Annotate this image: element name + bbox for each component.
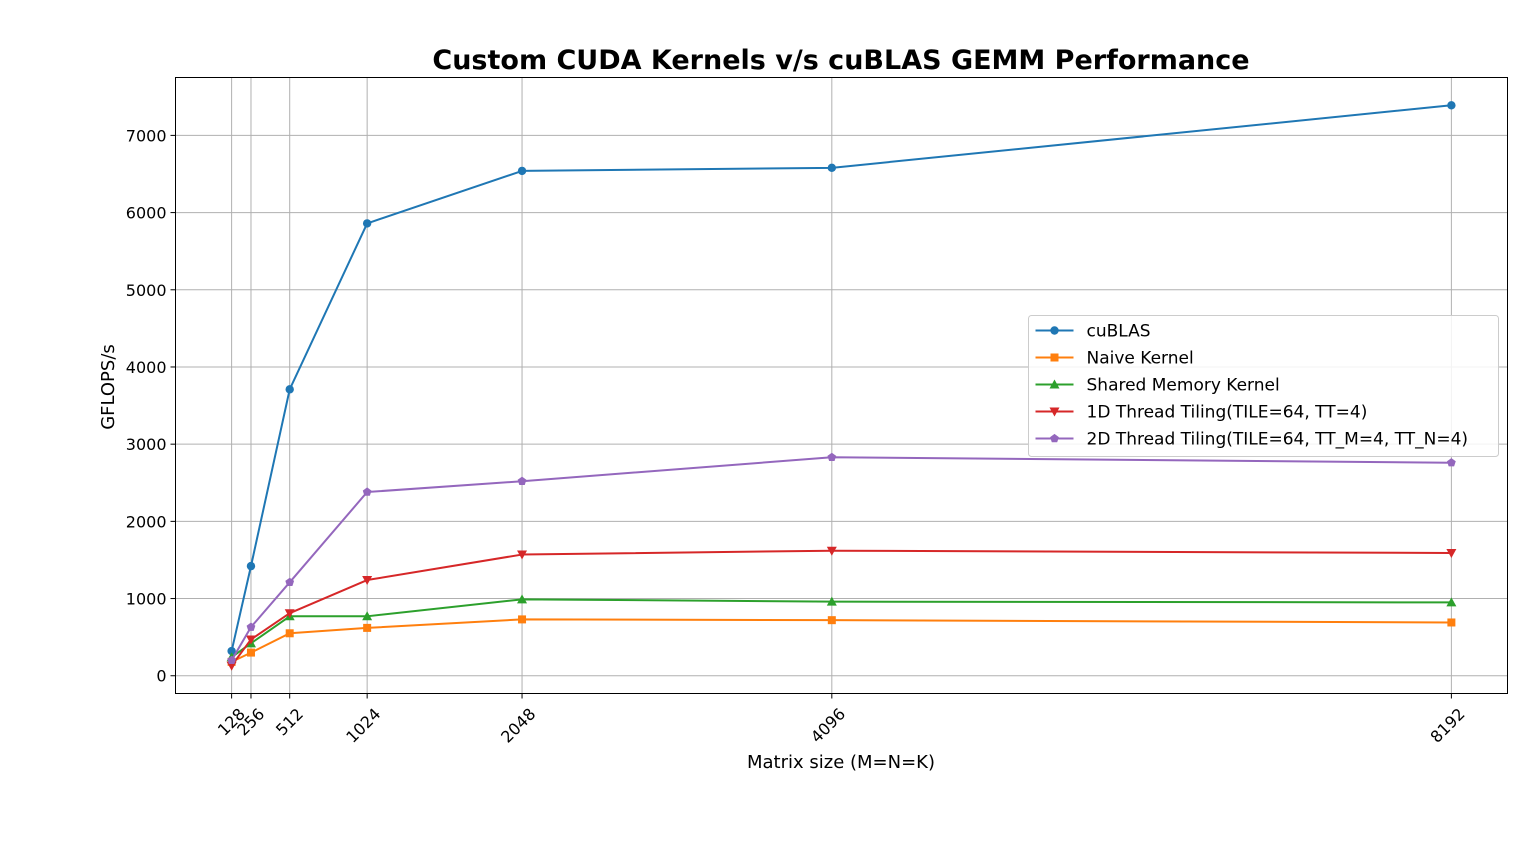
legend-label: 2D Thread Tiling(TILE=64, TT_M=4, TT_N=4…: [1087, 430, 1469, 450]
legend-item: 1D Thread Tiling(TILE=64, TT=4): [1035, 403, 1368, 423]
legend-label: 1D Thread Tiling(TILE=64, TT=4): [1087, 403, 1368, 423]
data-point: [245, 635, 256, 645]
x-axis-label: Matrix size (M=N=K): [747, 752, 935, 773]
series-group: [226, 101, 1457, 671]
y-tick-label: 6000: [126, 204, 167, 223]
legend-item: Shared Memory Kernel: [1035, 376, 1280, 396]
y-tick-label: 1000: [126, 590, 167, 609]
x-tick-label: 8192: [1426, 704, 1468, 746]
data-point: [246, 622, 256, 631]
data-point: [827, 616, 836, 625]
y-tick-label: 7000: [126, 126, 167, 145]
data-point: [284, 609, 295, 619]
data-point: [517, 594, 528, 604]
data-point: [227, 646, 236, 656]
y-tick-label: 3000: [126, 435, 167, 454]
legend-marker: [1050, 433, 1059, 443]
series-line: [230, 456, 1452, 661]
data-point: [362, 219, 372, 228]
data-point: [1447, 618, 1456, 627]
data-point: [285, 385, 294, 394]
series-3: [226, 546, 1457, 671]
data-point: [517, 166, 527, 176]
data-point: [1446, 597, 1457, 607]
data-point: [1446, 549, 1457, 559]
data-point: [827, 452, 837, 462]
series-line: [230, 549, 1452, 667]
series-line: [231, 598, 1452, 659]
legend-label: cuBLAS: [1087, 322, 1151, 342]
legend-label: Naive Kernel: [1087, 349, 1194, 369]
x-tick-label: 4096: [807, 704, 849, 746]
y-tick-label: 5000: [126, 281, 167, 300]
data-point: [363, 623, 372, 632]
plot-frame: [175, 77, 1508, 694]
data-point: [227, 655, 236, 665]
data-point: [246, 648, 255, 657]
data-point: [518, 615, 527, 624]
data-point: [362, 611, 373, 621]
data-point: [517, 476, 527, 485]
x-tick-label: 1024: [342, 704, 384, 746]
series-2: [226, 594, 1457, 662]
legend-item: cuBLAS: [1035, 322, 1151, 342]
data-point: [826, 546, 837, 556]
y-axis-label: GFLOPS/s: [98, 344, 119, 430]
data-point: [362, 576, 373, 586]
y-tick-label: 4000: [126, 358, 167, 377]
data-point: [362, 487, 372, 496]
data-point: [1447, 458, 1456, 467]
data-point: [827, 163, 837, 173]
legend-label: Shared Memory Kernel: [1087, 376, 1280, 396]
x-tick-label: 512: [272, 704, 307, 739]
series-1: [227, 615, 1456, 666]
legend-item: 2D Thread Tiling(TILE=64, TT_M=4, TT_N=4…: [1035, 430, 1469, 450]
legend: cuBLAS Naive Kernel Shared Memory Kernel 1D…: [1028, 315, 1499, 457]
legend-marker: [1050, 326, 1059, 335]
legend-marker: [1049, 407, 1060, 417]
x-tick-label: 2048: [497, 704, 539, 746]
chart-title: Custom CUDA Kernels v/s cuBLAS GEMM Perf…: [432, 45, 1249, 76]
data-point: [285, 629, 294, 638]
series-0: [227, 101, 1456, 656]
y-tick-label: 2000: [126, 512, 167, 531]
series-line: [231, 618, 1452, 663]
data-point: [826, 596, 837, 606]
data-point: [246, 561, 256, 571]
series-4: [227, 452, 1456, 665]
legend-item: Naive Kernel: [1035, 349, 1194, 369]
legend-marker: [1050, 353, 1059, 362]
legend-box: [1028, 315, 1499, 457]
y-tick-label: 0: [156, 667, 166, 686]
legend-marker: [1049, 379, 1060, 389]
data-point: [285, 577, 295, 587]
data-point: [517, 550, 528, 560]
data-point: [1447, 101, 1456, 110]
grid: [175, 77, 1508, 694]
